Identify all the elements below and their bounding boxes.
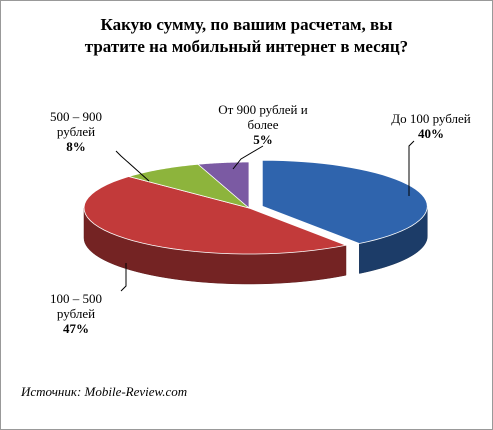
category-label: 100 – 500 рублей: [50, 291, 102, 321]
leader-lines: [115, 140, 415, 292]
chart-title: тратите на мобильный интернет в месяц?: [84, 37, 409, 56]
slice-label: До 100 рублей 40%: [376, 111, 486, 141]
leader-line: [408, 140, 415, 196]
slice-label: 500 – 900 рублей 8%: [41, 109, 111, 154]
chart-title: Какую сумму, по вашим расчетам, вы: [100, 15, 393, 34]
value-label: 47%: [63, 321, 89, 336]
slice-label: 100 – 500 рублей 47%: [41, 291, 111, 336]
slice-label: От 900 рублей и более 5%: [213, 102, 313, 147]
source: Источник: Mobile-Review.com: [21, 384, 188, 399]
pie: [83, 159, 428, 285]
category-label: От 900 рублей и более: [218, 102, 308, 132]
slice: [127, 163, 250, 209]
slice: [261, 159, 428, 244]
leader-line: [120, 263, 127, 292]
leader-line: [232, 145, 264, 170]
value-label: 5%: [253, 132, 273, 147]
slice: [197, 161, 250, 209]
value-label: 40%: [418, 126, 444, 141]
slice: [83, 176, 348, 255]
category-label: До 100 рублей: [391, 111, 471, 126]
value-label: 8%: [66, 139, 86, 154]
category-label: 500 – 900 рублей: [50, 109, 102, 139]
leader-line: [115, 150, 150, 182]
